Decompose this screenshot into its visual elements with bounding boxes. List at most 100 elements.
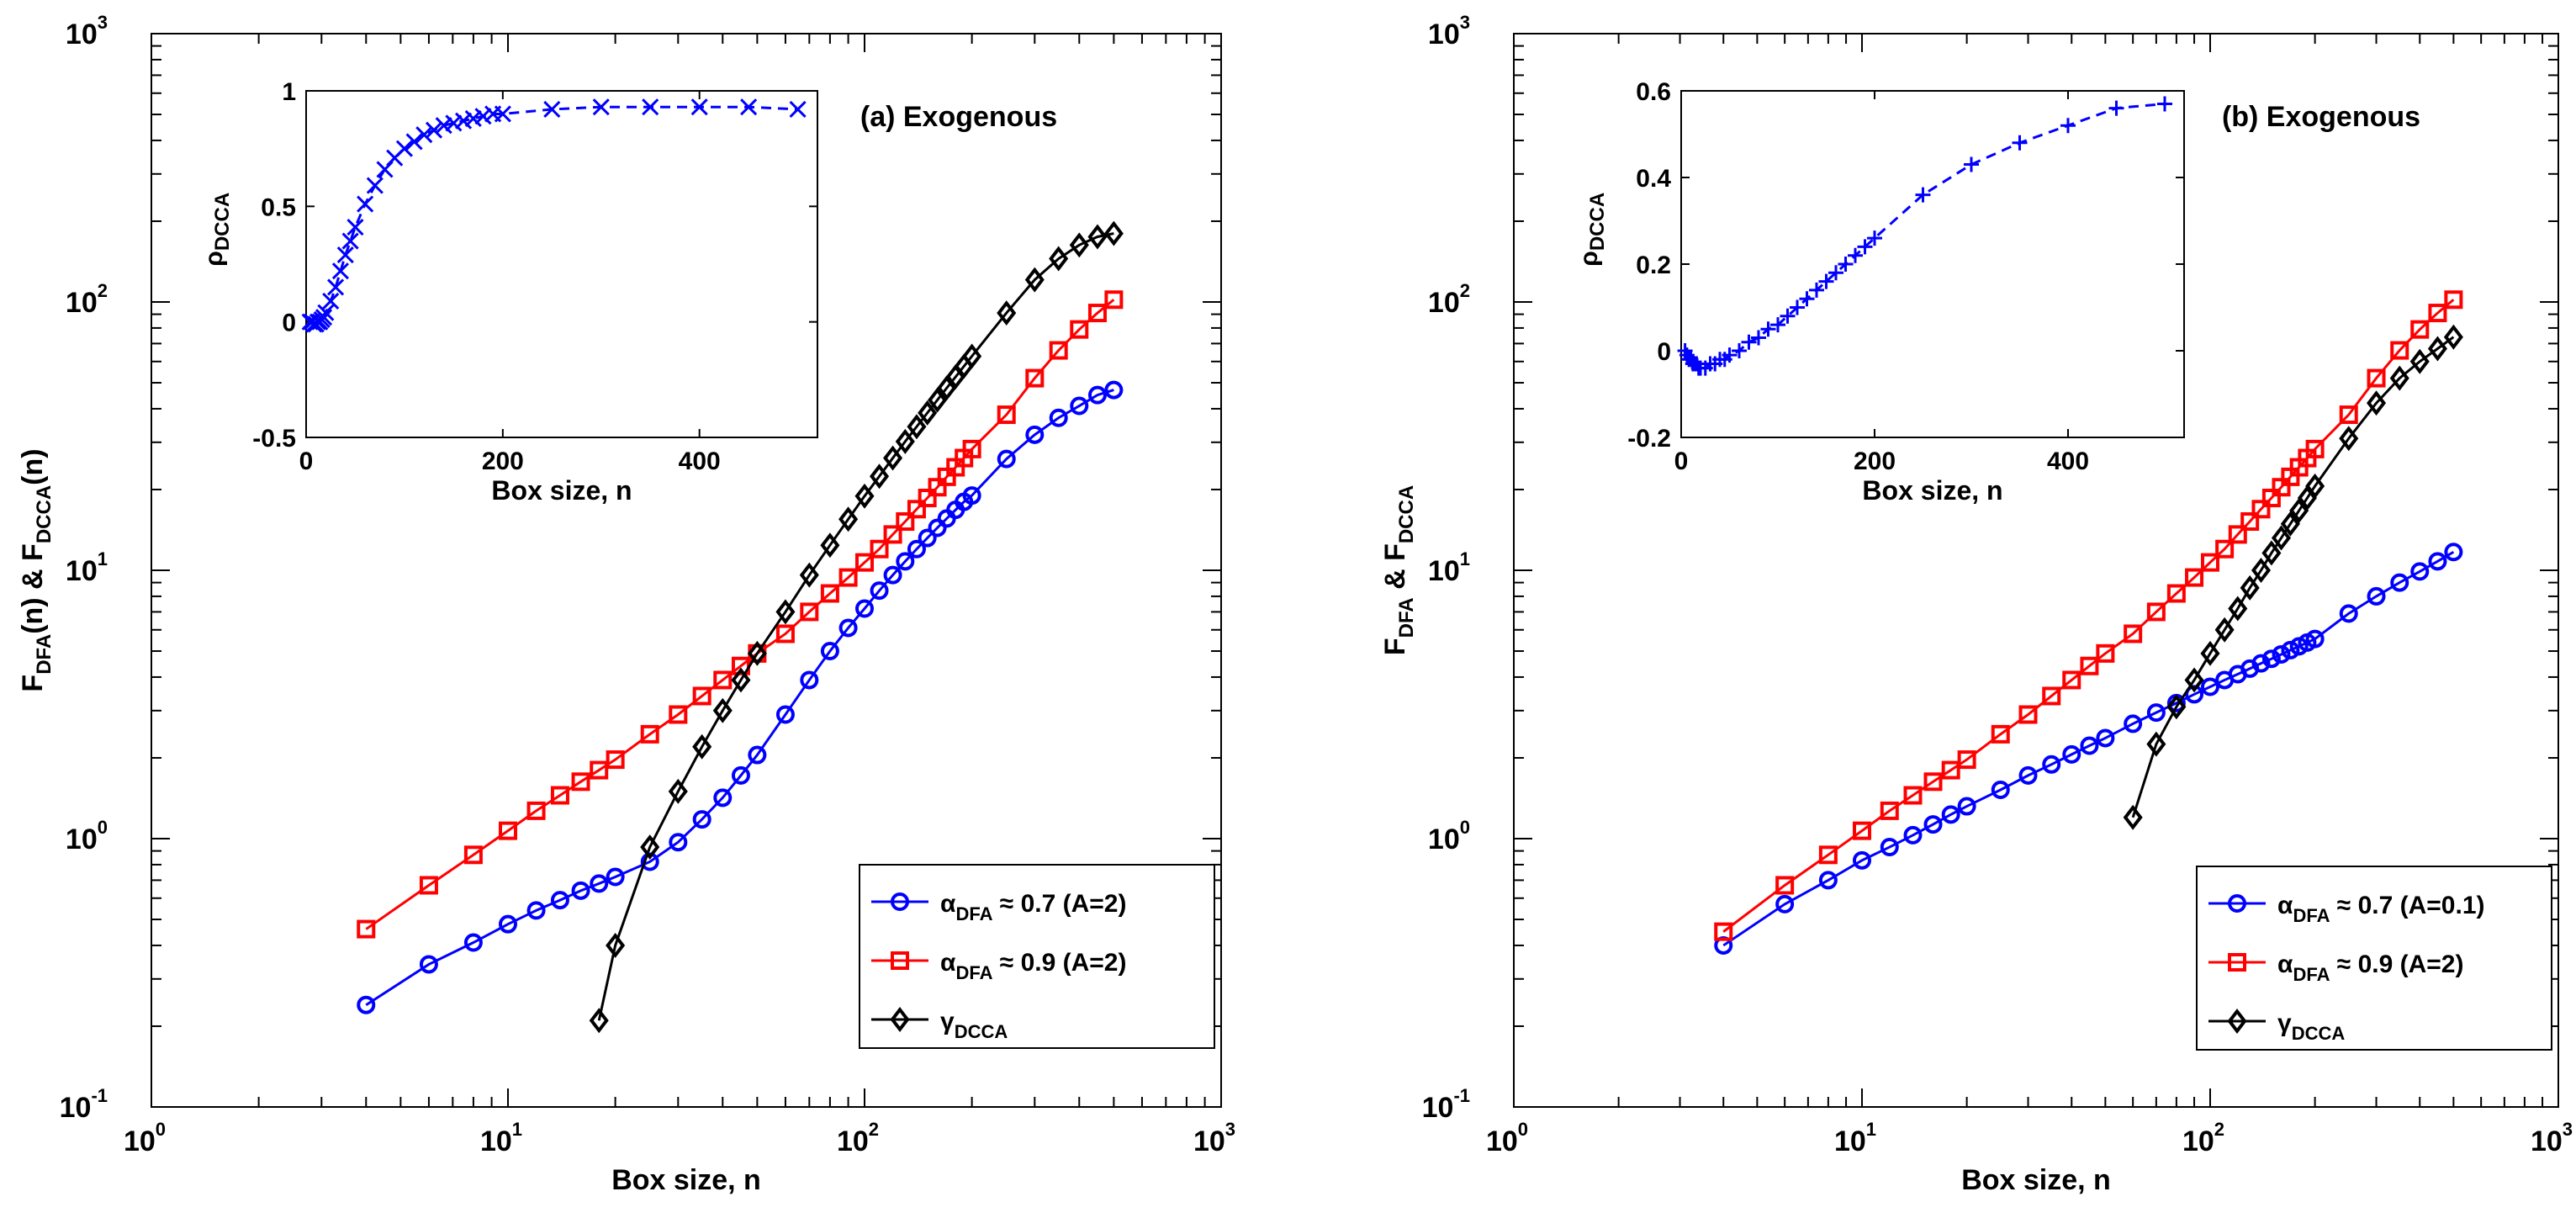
data-point bbox=[870, 539, 889, 559]
data-point bbox=[692, 810, 711, 829]
legend-label: αDFA ≈ 0.9 (A=2) bbox=[2277, 951, 2463, 985]
data-point bbox=[526, 801, 546, 820]
legend-subscript: DCCA bbox=[2292, 1023, 2346, 1044]
inset-data-point bbox=[1741, 334, 1757, 350]
data-point bbox=[2062, 744, 2081, 764]
y-tick-exponent: 3 bbox=[1460, 12, 1470, 33]
inset-data-point bbox=[464, 109, 482, 128]
inset-data-point bbox=[1732, 343, 1747, 358]
legend-subscript: DFA bbox=[2293, 905, 2330, 926]
data-point bbox=[928, 518, 947, 538]
y-tick-label: 101 bbox=[1428, 548, 1470, 587]
y-tick-label: 101 bbox=[66, 548, 108, 587]
inset-data-point bbox=[1770, 317, 1785, 333]
data-point bbox=[1104, 290, 1124, 310]
data-point bbox=[799, 562, 819, 588]
data-point bbox=[820, 532, 840, 559]
legend-symbol: α bbox=[2277, 951, 2293, 978]
inset-data-point bbox=[1780, 308, 1796, 324]
legend-label: γDCCA bbox=[940, 1008, 1008, 1042]
data-point bbox=[883, 445, 903, 471]
legend-label: γDCCA bbox=[2277, 1009, 2345, 1044]
inset-data-point bbox=[357, 195, 374, 213]
data-point bbox=[2389, 365, 2409, 391]
data-point bbox=[2042, 755, 2061, 774]
data-point bbox=[928, 387, 948, 413]
data-point bbox=[907, 414, 927, 440]
inset-y-tick-label: -0.5 bbox=[252, 425, 296, 453]
data-point bbox=[357, 995, 376, 1014]
data-point bbox=[2444, 543, 2463, 562]
data-point bbox=[1923, 772, 1943, 792]
x-tick-exponent: 2 bbox=[869, 1119, 879, 1140]
legend: αDFA ≈ 0.7 (A=2)αDFA ≈ 0.9 (A=2)γDCCA bbox=[859, 864, 1215, 1049]
data-point bbox=[838, 568, 858, 587]
inset-data-point bbox=[1751, 330, 1766, 346]
legend-box bbox=[2196, 866, 2552, 1051]
data-point bbox=[775, 624, 795, 643]
data-point bbox=[2080, 736, 2099, 755]
data-point bbox=[2080, 656, 2099, 675]
data-point bbox=[2367, 368, 2386, 388]
data-point bbox=[571, 881, 590, 900]
data-point bbox=[1024, 267, 1045, 293]
inset-data-point bbox=[2060, 118, 2076, 134]
inset-y-tick-label: 0.2 bbox=[1636, 252, 1671, 279]
data-point bbox=[2261, 649, 2281, 669]
data-point bbox=[907, 539, 926, 559]
data-point bbox=[731, 667, 751, 693]
data-point bbox=[800, 670, 819, 690]
data-point bbox=[1903, 786, 1923, 805]
y-axis-label-part: DFA bbox=[1395, 597, 1418, 638]
inset-data-point bbox=[474, 108, 492, 125]
data-point bbox=[2281, 640, 2300, 659]
data-point bbox=[2280, 511, 2300, 537]
legend-rest: ≈ 0.9 (A=2) bbox=[992, 949, 1126, 977]
inset-frame bbox=[1680, 90, 2185, 438]
inset-data-point bbox=[1760, 321, 1776, 337]
x-tick-label: 100 bbox=[124, 1119, 166, 1157]
data-point bbox=[606, 867, 625, 887]
inset-y-tick-label: 0.6 bbox=[1636, 78, 1671, 106]
x-tick-label: 102 bbox=[837, 1119, 879, 1157]
data-point bbox=[855, 553, 874, 572]
data-point bbox=[419, 955, 438, 974]
y-tick-exponent: 0 bbox=[98, 817, 108, 838]
data-point bbox=[2185, 568, 2204, 587]
data-point bbox=[962, 343, 982, 369]
data-point bbox=[883, 525, 902, 544]
data-point bbox=[2200, 640, 2220, 666]
data-point bbox=[2185, 685, 2204, 704]
data-point bbox=[2228, 596, 2248, 622]
y-axis-label-part: & F bbox=[1379, 543, 1411, 597]
x-tick-exponent: 0 bbox=[156, 1119, 166, 1140]
inset-data-point bbox=[1809, 282, 1824, 298]
data-point bbox=[2123, 804, 2143, 830]
data-point bbox=[907, 500, 926, 519]
y-tick-exponent: 2 bbox=[1460, 280, 1470, 301]
data-point bbox=[1941, 805, 1960, 824]
data-point bbox=[2390, 341, 2409, 360]
inset-y-tick-label: 0 bbox=[282, 310, 296, 337]
data-point bbox=[419, 876, 438, 895]
data-point bbox=[2390, 573, 2409, 592]
series-line bbox=[2131, 336, 2455, 818]
data-point bbox=[1087, 385, 1107, 405]
inset-data-point bbox=[366, 177, 383, 194]
legend-symbol: α bbox=[940, 949, 956, 977]
data-point bbox=[1853, 821, 1871, 840]
legend: αDFA ≈ 0.7 (A=0.1)αDFA ≈ 0.9 (A=2)γDCCA bbox=[2196, 866, 2552, 1051]
data-point bbox=[1957, 797, 1976, 816]
inset-data-point bbox=[1857, 239, 1873, 255]
y-axis-label: FDFA & FDCCA bbox=[1379, 485, 1418, 655]
data-point bbox=[2214, 617, 2235, 643]
y-axis-label-part: F bbox=[17, 675, 49, 692]
y-axis-label-part: F bbox=[1379, 638, 1411, 655]
data-point bbox=[526, 901, 546, 920]
y-tick-exponent: 1 bbox=[98, 548, 108, 569]
inset-x-axis-label: Box size, n bbox=[1862, 475, 2002, 506]
inset-data-point bbox=[1818, 273, 1834, 289]
data-point bbox=[2166, 584, 2186, 603]
x-tick-label: 103 bbox=[2531, 1119, 2573, 1157]
